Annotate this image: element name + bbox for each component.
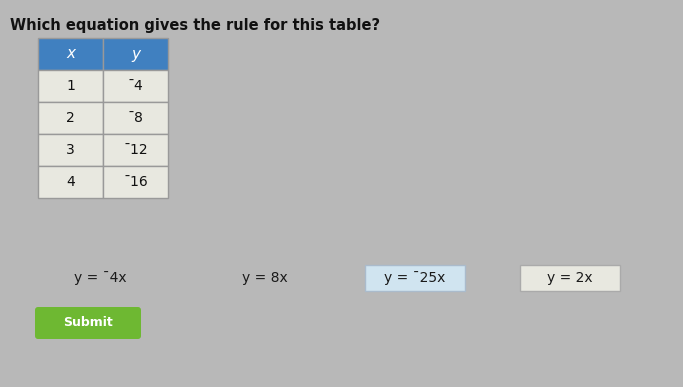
Bar (520, 265, 620, 291)
Bar (38, 70, 103, 102)
Text: y = 8x: y = 8x (242, 271, 288, 285)
Bar (103, 70, 168, 102)
FancyBboxPatch shape (35, 307, 141, 339)
Bar (103, 38, 168, 70)
Text: 3: 3 (66, 143, 75, 157)
Bar (103, 102, 168, 134)
Text: ¯12: ¯12 (123, 143, 148, 157)
Text: Which equation gives the rule for this table?: Which equation gives the rule for this t… (10, 18, 380, 33)
Text: 2: 2 (66, 111, 75, 125)
Bar (103, 166, 168, 198)
Bar (365, 265, 465, 291)
Bar (38, 166, 103, 198)
Bar (38, 102, 103, 134)
Bar (103, 134, 168, 166)
Text: 4: 4 (66, 175, 75, 189)
Text: 1: 1 (66, 79, 75, 93)
Bar (38, 134, 103, 166)
Text: ¯8: ¯8 (128, 111, 143, 125)
Text: y = ¯25x: y = ¯25x (385, 271, 446, 285)
Text: ¯4: ¯4 (128, 79, 143, 93)
Text: ¯16: ¯16 (123, 175, 148, 189)
Text: y = ¯4x: y = ¯4x (74, 271, 126, 285)
Text: Submit: Submit (63, 317, 113, 329)
Text: x: x (66, 46, 75, 62)
Bar (38, 38, 103, 70)
Text: y = 2x: y = 2x (547, 271, 593, 285)
Text: y: y (131, 46, 140, 62)
